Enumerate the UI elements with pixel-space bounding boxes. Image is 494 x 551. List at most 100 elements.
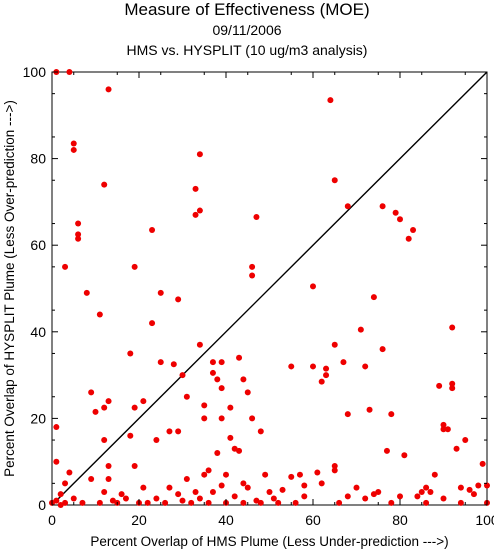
data-point	[175, 428, 182, 435]
data-point	[379, 203, 386, 210]
data-point	[331, 463, 338, 470]
data-point	[192, 185, 199, 192]
data-point	[344, 493, 351, 500]
data-point	[105, 86, 112, 93]
y-tick-label: 60	[30, 237, 46, 253]
data-point	[475, 482, 482, 489]
data-point	[96, 499, 103, 506]
data-point	[323, 365, 330, 372]
data-point	[175, 491, 182, 498]
data-point	[179, 497, 186, 504]
data-point	[288, 473, 295, 480]
one-to-one-line	[51, 71, 488, 506]
y-tick-label: 80	[30, 151, 46, 167]
data-point	[336, 499, 343, 506]
data-point	[436, 382, 443, 389]
data-point	[196, 495, 203, 502]
data-point	[414, 493, 421, 500]
data-point	[227, 404, 234, 411]
data-point	[205, 499, 212, 506]
y-axis-title: Percent Overlap of HYSPLIT Plume (Less O…	[2, 100, 17, 477]
data-point	[418, 489, 425, 496]
data-point	[244, 389, 251, 396]
data-point	[170, 361, 177, 368]
data-point	[344, 203, 351, 210]
data-point	[70, 495, 77, 502]
data-point	[105, 463, 112, 470]
data-point	[201, 415, 208, 422]
data-point	[292, 499, 299, 506]
plot-border	[51, 71, 488, 506]
data-point	[236, 354, 243, 361]
y-tick-label: 100	[23, 64, 47, 80]
x-tick-label: 80	[392, 512, 408, 528]
data-point	[218, 385, 225, 392]
data-point	[218, 482, 225, 489]
data-point	[166, 428, 173, 435]
data-point	[53, 424, 60, 431]
data-point	[196, 341, 203, 348]
data-point	[140, 398, 147, 405]
chart-title: Measure of Effectiveness (MOE)	[124, 0, 370, 19]
data-point	[392, 209, 399, 216]
data-point	[101, 437, 108, 444]
data-point	[218, 415, 225, 422]
x-tick-label: 0	[48, 512, 56, 528]
data-point	[266, 489, 273, 496]
data-point	[397, 216, 403, 223]
data-point	[192, 211, 199, 218]
data-point	[410, 227, 417, 234]
data-point	[323, 372, 330, 379]
axis-ticks: 0 20 40 60 80 100 0 20 40 60 80 100	[23, 64, 494, 528]
data-point	[310, 363, 316, 370]
data-point	[70, 146, 77, 153]
data-point	[449, 324, 456, 331]
data-point	[70, 140, 77, 147]
data-point	[53, 458, 60, 465]
data-point	[270, 495, 277, 502]
data-point	[405, 235, 412, 242]
data-point	[175, 296, 182, 303]
data-point	[209, 489, 216, 496]
data-point	[440, 421, 447, 428]
data-point	[66, 69, 73, 75]
data-point	[218, 359, 225, 366]
data-point	[214, 450, 221, 457]
data-point	[62, 480, 69, 487]
y-tick-label: 40	[30, 324, 46, 340]
x-tick-label: 60	[305, 512, 321, 528]
data-point	[188, 499, 195, 506]
data-point	[457, 499, 464, 506]
y-tick-label: 0	[38, 497, 46, 513]
data-point	[118, 491, 125, 498]
data-point	[149, 227, 156, 234]
data-point	[201, 402, 208, 409]
data-point	[162, 499, 169, 506]
data-point	[131, 463, 138, 470]
data-point	[153, 495, 160, 502]
data-point	[288, 363, 295, 370]
data-point	[466, 486, 473, 493]
data-point	[362, 363, 369, 370]
data-point	[75, 220, 82, 227]
data-point	[397, 493, 403, 500]
data-point	[131, 404, 138, 411]
data-point	[296, 471, 303, 478]
data-point	[240, 499, 247, 506]
data-point	[318, 480, 325, 487]
data-point	[223, 471, 229, 478]
x-tick-label: 20	[131, 512, 147, 528]
data-point	[388, 411, 395, 418]
data-point	[244, 484, 251, 491]
data-point	[423, 484, 430, 491]
data-point	[449, 380, 456, 387]
data-point	[205, 467, 212, 474]
data-point	[196, 151, 203, 158]
data-point	[462, 437, 469, 444]
data-point	[370, 491, 377, 498]
data-point	[453, 445, 460, 452]
data-point	[301, 493, 308, 500]
data-point	[249, 263, 256, 270]
data-point	[231, 445, 238, 452]
data-point	[153, 437, 160, 444]
